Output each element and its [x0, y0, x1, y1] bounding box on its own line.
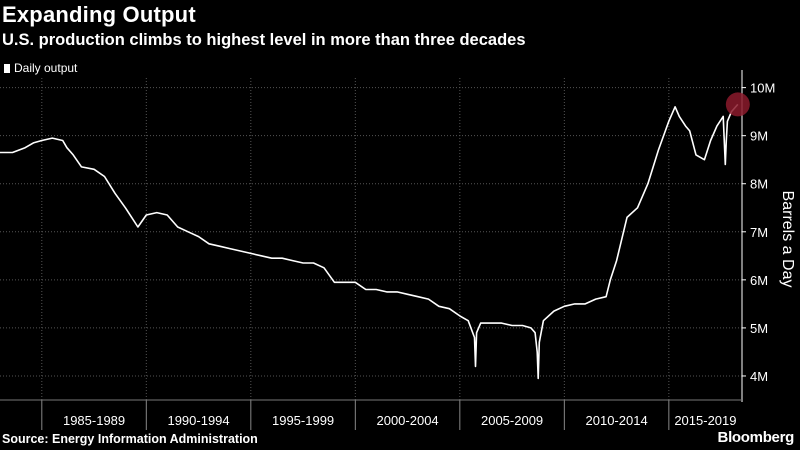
y-tick-label: 8M: [750, 177, 768, 192]
y-tick-label: 9M: [750, 129, 768, 144]
x-tick-label: 2010-2014: [586, 413, 648, 428]
x-tick-label: 2005-2009: [481, 413, 543, 428]
x-tick-label: 1990-1994: [167, 413, 229, 428]
x-tick-label: 1985-1989: [63, 413, 125, 428]
x-tick-label: 2015-2019: [674, 413, 736, 428]
legend: Daily output: [4, 61, 77, 75]
bloomberg-logo: Bloomberg: [717, 429, 795, 446]
highlight-marker: [725, 92, 750, 117]
y-tick-label: 10M: [750, 81, 775, 96]
legend-label: Daily output: [14, 61, 78, 75]
chart-subtitle: U.S. production climbs to highest level …: [2, 31, 526, 49]
series-line-daily-output: [0, 103, 739, 380]
y-tick-label: 7M: [750, 225, 768, 240]
source-note: Source: Energy Information Administratio…: [2, 432, 258, 446]
x-tick-label: 1995-1999: [272, 413, 334, 428]
legend-swatch: [4, 63, 10, 73]
y-axis-label: Barrels a Day: [779, 191, 796, 288]
y-tick-label: 6M: [750, 273, 768, 288]
y-tick-label: 4M: [750, 369, 768, 384]
chart-title: Expanding Output: [2, 2, 196, 27]
x-tick-label: 2000-2004: [376, 413, 438, 428]
y-tick-label: 5M: [750, 321, 768, 336]
